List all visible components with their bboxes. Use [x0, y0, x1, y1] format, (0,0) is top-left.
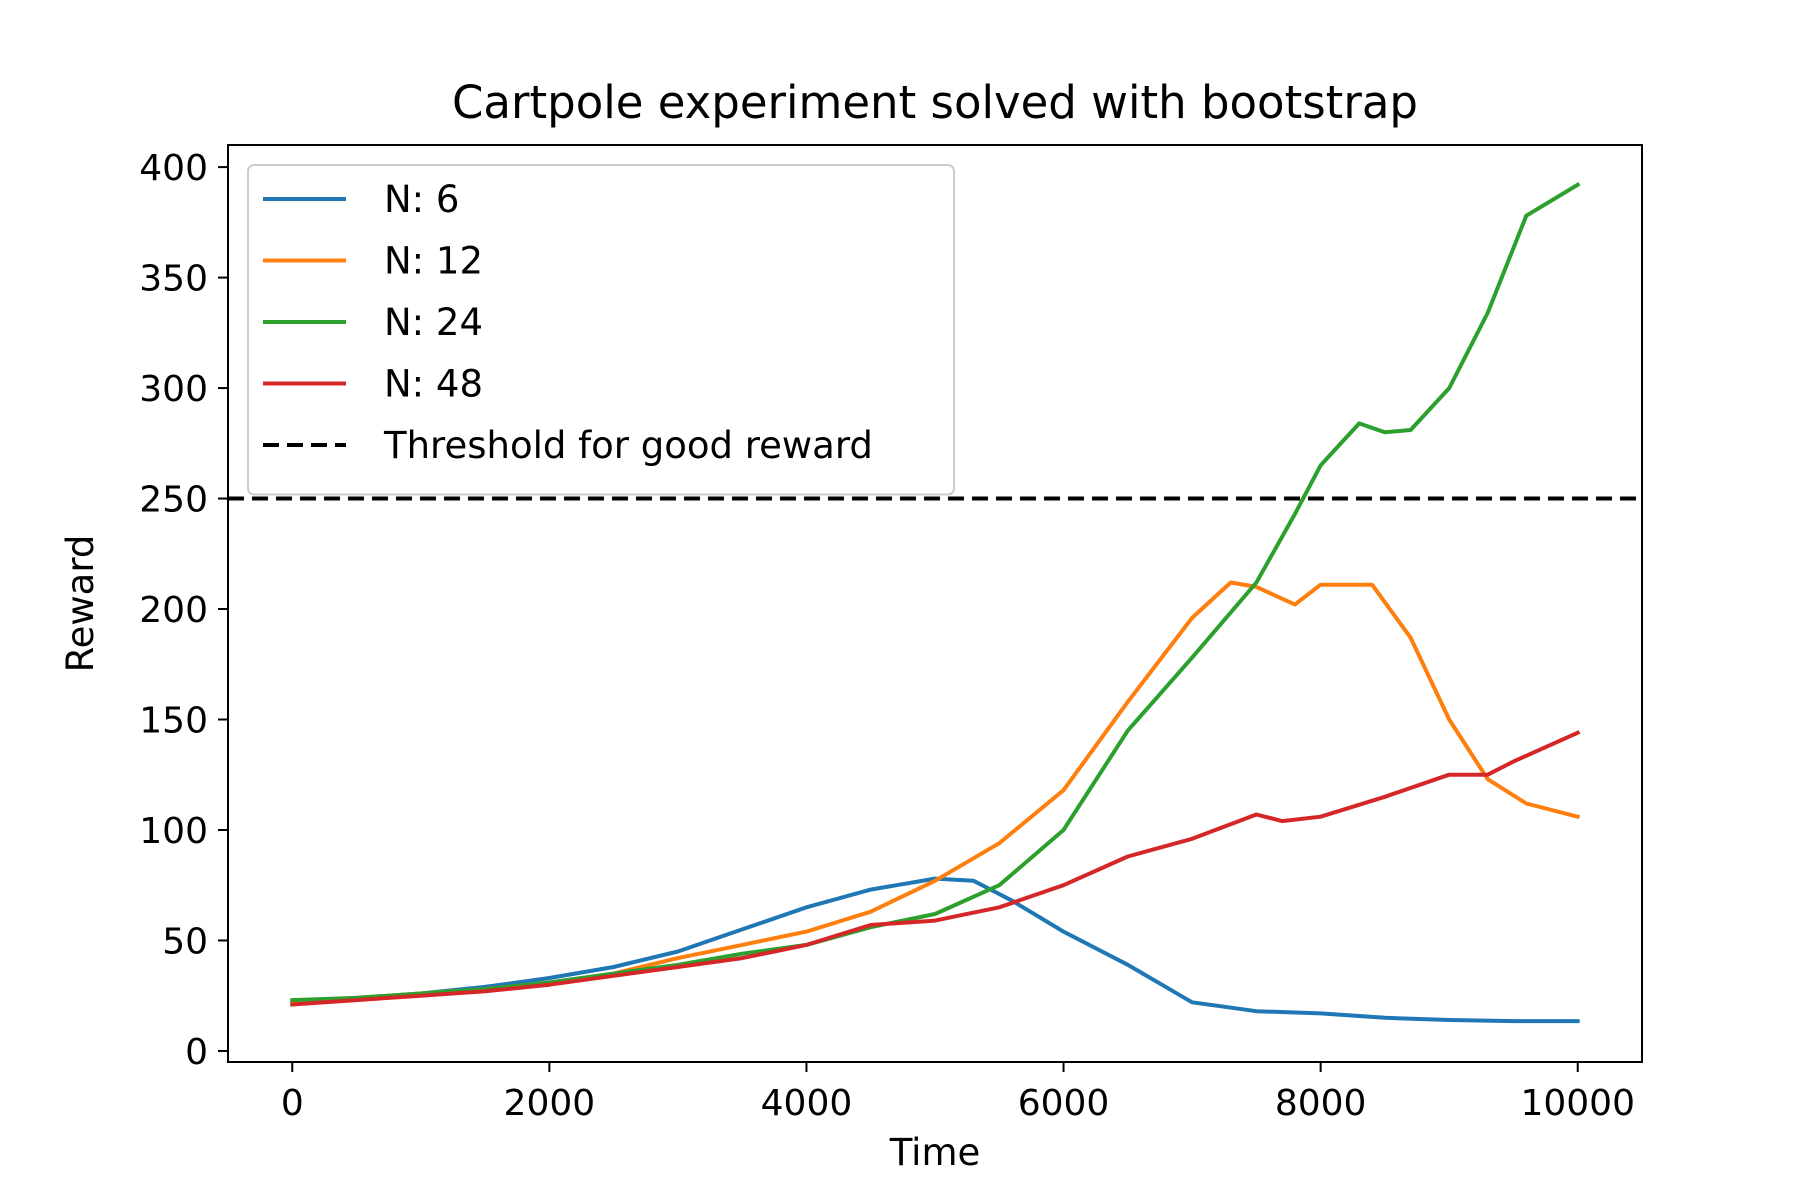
series-line-n-6: [290, 876, 1580, 1024]
x-tick-label: 6000: [1018, 1083, 1110, 1124]
legend-item: N: 6: [263, 178, 459, 221]
x-tick-label: 8000: [1275, 1083, 1367, 1124]
y-tick-label: 400: [139, 148, 208, 189]
x-tick-label: 2000: [504, 1083, 596, 1124]
series-layer: [290, 182, 1581, 1024]
legend-item: N: 12: [263, 240, 483, 283]
x-tick-label: 4000: [761, 1083, 853, 1124]
y-axis-label: Reward: [59, 535, 102, 673]
legend-item: N: 24: [263, 301, 483, 344]
axes-frame: [227, 144, 1643, 1063]
plot-area: [227, 144, 1643, 1063]
y-tick-label: 100: [139, 811, 208, 852]
x-tick-label: 0: [281, 1083, 304, 1124]
legend-item: Threshold for good reward: [263, 424, 873, 467]
legend-item: N: 48: [263, 363, 483, 406]
legend-box: [247, 164, 955, 496]
y-tick-label: 50: [162, 921, 208, 962]
legend-label: N: 48: [384, 363, 483, 406]
x-tick-label: 10000: [1520, 1083, 1635, 1124]
y-tick-label: 300: [139, 369, 208, 410]
legend-items: N: 6 N: 12 N: 24 N: 48 Threshold for good re…: [263, 178, 873, 467]
x-axis-ticks: 0 2000 4000 6000 8000 10000: [281, 1062, 1635, 1124]
y-tick-label: 200: [139, 590, 208, 631]
legend-label: Threshold for good reward: [383, 424, 873, 467]
y-tick-label: 150: [139, 701, 208, 742]
y-tick-label: 0: [185, 1032, 208, 1073]
legend-label: N: 6: [384, 178, 459, 221]
y-tick-label: 350: [139, 259, 208, 300]
x-axis-label: Time: [889, 1131, 981, 1174]
series-line-n-24: [290, 182, 1581, 1003]
y-axis-ticks: 0 50 100 150 200 250 300 350 400: [139, 148, 228, 1073]
legend: N: 6 N: 12 N: 24 N: 48 Threshold for good re…: [247, 164, 955, 496]
series-line-n-48: [290, 730, 1581, 1007]
chart-title: Cartpole experiment solved with bootstra…: [452, 76, 1418, 129]
legend-label: N: 24: [384, 301, 483, 344]
y-tick-label: 250: [139, 480, 208, 521]
legend-label: N: 12: [384, 240, 483, 283]
